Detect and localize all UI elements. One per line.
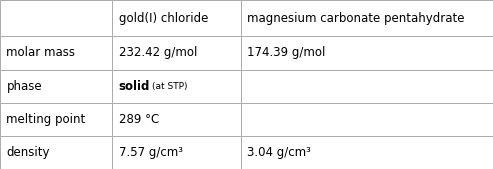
Bar (112, 36, 241, 69)
Bar (0, 69, 112, 103)
Bar (0, 36, 112, 69)
Bar (112, 0, 241, 36)
Text: magnesium carbonate pentahydrate: magnesium carbonate pentahydrate (247, 12, 464, 25)
Bar (0, 0, 112, 36)
Bar (112, 69, 241, 103)
Bar (112, 136, 241, 169)
Text: density: density (6, 146, 50, 159)
Text: molar mass: molar mass (6, 46, 75, 59)
Bar (0, 103, 112, 136)
Text: 3.04 g/cm³: 3.04 g/cm³ (247, 146, 311, 159)
Text: solid: solid (119, 80, 150, 93)
Text: gold(I) chloride: gold(I) chloride (119, 12, 208, 25)
Text: phase: phase (6, 80, 42, 93)
Bar (241, 136, 493, 169)
Bar (241, 36, 493, 69)
Bar (241, 103, 493, 136)
Bar (241, 69, 493, 103)
Text: 174.39 g/mol: 174.39 g/mol (247, 46, 325, 59)
Text: 289 °C: 289 °C (119, 113, 159, 126)
Text: (at STP): (at STP) (152, 82, 188, 91)
Text: melting point: melting point (6, 113, 86, 126)
Bar (241, 0, 493, 36)
Text: 7.57 g/cm³: 7.57 g/cm³ (119, 146, 183, 159)
Bar (112, 103, 241, 136)
Text: 232.42 g/mol: 232.42 g/mol (119, 46, 197, 59)
Bar (0, 136, 112, 169)
